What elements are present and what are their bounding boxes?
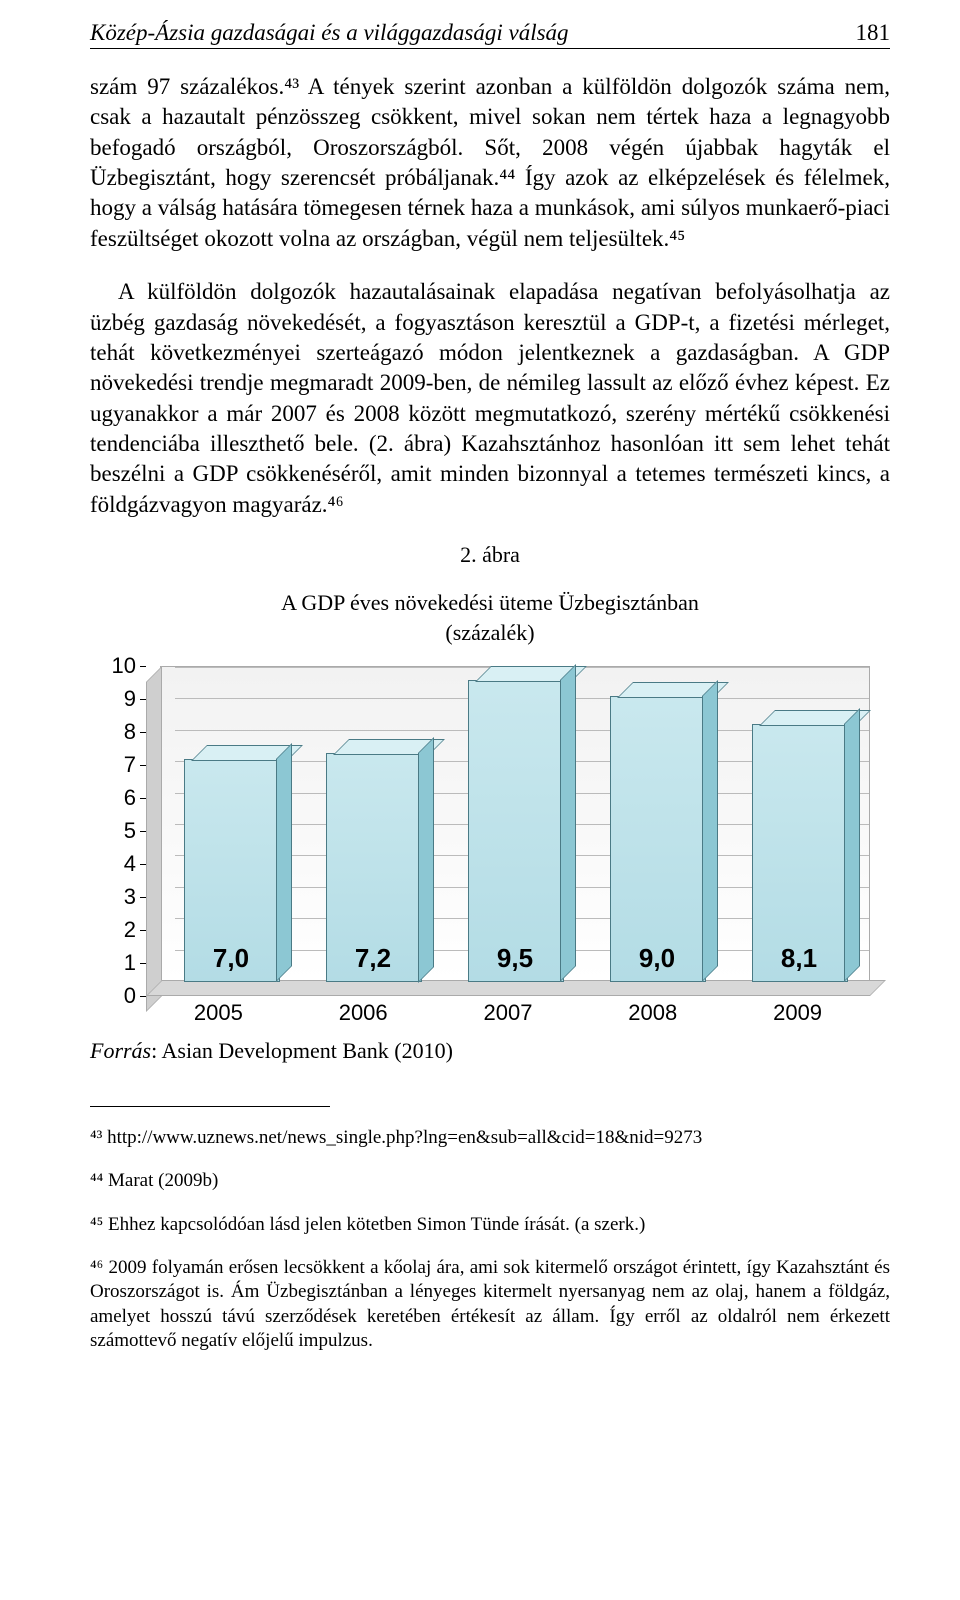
bar-value-label: 9,5 (468, 943, 562, 974)
y-tick: 10 (112, 653, 136, 679)
footnote-44: ⁴⁴ Marat (2009b) (90, 1169, 890, 1193)
x-tick: 2007 (443, 1000, 573, 1036)
bar-value-label: 9,0 (610, 943, 704, 974)
bar-2005: 7,0 (167, 666, 295, 982)
bar-value-label: 7,2 (326, 943, 420, 974)
y-tick: 6 (124, 785, 136, 811)
chart-source-text: : Asian Development Bank (2010) (151, 1038, 453, 1063)
chart-floor (146, 980, 886, 996)
chart-source-label: Forrás (90, 1038, 151, 1063)
paragraph-1: szám 97 százalékos.⁴³ A tények szerint a… (90, 72, 890, 254)
chart-caption-3: (százalék) (90, 620, 890, 646)
chart-caption-1: 2. ábra (90, 542, 890, 568)
paragraph-2: A külföldön dolgozók hazautalásainak ela… (90, 277, 890, 520)
bar-2006: 7,2 (309, 666, 437, 982)
header-pagenum: 181 (856, 20, 891, 46)
footnote-separator (90, 1106, 330, 1107)
page-header: Közép-Ázsia gazdaságai és a világgazdasá… (90, 20, 890, 49)
bar-value-label: 8,1 (752, 943, 846, 974)
x-tick: 2008 (588, 1000, 718, 1036)
gdp-bar-chart: 012345678910 7,07,29,59,08,1 20052006200… (90, 656, 890, 1036)
x-tick: 2005 (153, 1000, 283, 1036)
x-axis: 2005 2006 2007 2008 2009 (146, 1000, 870, 1036)
y-tick: 7 (124, 752, 136, 778)
bar-2008: 9,0 (593, 666, 721, 982)
bar-2009: 8,1 (735, 666, 863, 982)
y-tick: 1 (124, 950, 136, 976)
header-title: Közép-Ázsia gazdaságai és a világgazdasá… (90, 20, 569, 46)
y-tick: 5 (124, 818, 136, 844)
footnote-45: ⁴⁵ Ehhez kapcsolódóan lásd jelen kötetbe… (90, 1213, 890, 1237)
y-tick: 0 (124, 983, 136, 1009)
y-tick: 3 (124, 884, 136, 910)
chart-source: Forrás: Asian Development Bank (2010) (90, 1038, 890, 1064)
bars-area: 7,0 7,2 9,5 9,0 8,1 (160, 666, 870, 982)
y-tick: 2 (124, 917, 136, 943)
footnote-46: ⁴⁶ 2009 folyamán erősen lecsökkent a kőo… (90, 1256, 890, 1353)
x-tick: 2009 (732, 1000, 862, 1036)
chart-caption-2: A GDP éves növekedési üteme Üzbegisztánb… (90, 590, 890, 616)
footnote-43: ⁴³ http://www.uznews.net/news_single.php… (90, 1126, 890, 1150)
y-tick: 4 (124, 851, 136, 877)
x-tick: 2006 (298, 1000, 428, 1036)
y-tick: 9 (124, 686, 136, 712)
chart-plot: 7,0 7,2 9,5 9,0 8,1 (146, 666, 870, 996)
y-tick: 8 (124, 719, 136, 745)
bar-2007: 9,5 (451, 666, 579, 982)
bar-value-label: 7,0 (184, 943, 278, 974)
y-axis: 012345678910 (90, 666, 140, 996)
